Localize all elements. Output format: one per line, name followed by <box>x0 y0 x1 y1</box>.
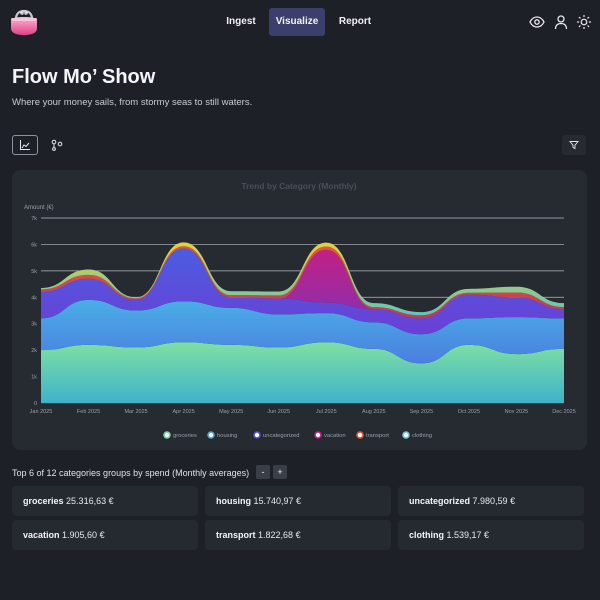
legend-label[interactable]: transport <box>366 433 389 439</box>
y-tick-label: 2k <box>31 348 37 354</box>
tab-ingest[interactable]: Ingest <box>226 16 256 27</box>
x-tick-label: Jun 2025 <box>267 409 290 415</box>
stat-card-transport: transport 1.822,68 € <box>205 520 391 550</box>
filter-icon <box>569 141 579 150</box>
x-tick-label: Oct 2025 <box>458 409 480 415</box>
increase-count-button[interactable]: + <box>273 465 287 479</box>
stat-name: groceries <box>23 496 64 506</box>
decrease-count-button[interactable]: - <box>256 465 270 479</box>
x-tick-label: Jul 2025 <box>316 409 337 415</box>
x-tick-label: Feb 2025 <box>77 409 100 415</box>
x-tick-label: May 2025 <box>219 409 243 415</box>
area-series-housing <box>41 299 564 364</box>
area-chart-view-button[interactable] <box>12 135 38 155</box>
tab-visualize[interactable]: Visualize <box>269 8 325 36</box>
top-nav: Ingest Visualize Report <box>0 0 600 44</box>
legend-label[interactable]: vacation <box>324 433 346 439</box>
page-subtitle: Where your money sails, from stormy seas… <box>12 97 253 108</box>
legend-swatch <box>253 431 261 439</box>
sun-icon[interactable] <box>576 14 592 30</box>
stat-value: 7.980,59 € <box>472 496 516 506</box>
stat-value: 25.316,63 € <box>66 496 114 506</box>
x-tick-label: Mar 2025 <box>124 409 147 415</box>
chart-title: Trend by Category (Monthly) <box>241 181 356 191</box>
legend-label[interactable]: clothing <box>412 433 432 439</box>
stat-name: housing <box>216 496 251 506</box>
x-tick-label: Aug 2025 <box>362 409 386 415</box>
coin-purse-icon[interactable] <box>8 8 40 38</box>
y-tick-label: 1k <box>31 375 37 381</box>
y-tick-label: 4k <box>31 295 37 301</box>
stat-card-vacation: vacation 1.905,60 € <box>12 520 198 550</box>
x-tick-label: Apr 2025 <box>172 409 194 415</box>
stat-name: clothing <box>409 530 444 540</box>
legend-swatch <box>402 431 410 439</box>
legend-label[interactable]: uncategorized <box>263 433 299 439</box>
summary-text: Top 6 of 12 categories groups by spend (… <box>12 468 250 478</box>
chart-card: Trend by Category (Monthly) Amount (€) 0… <box>12 170 587 450</box>
x-tick-label: Sep 2025 <box>410 409 434 415</box>
y-tick-label: 5k <box>31 269 37 275</box>
stat-name: uncategorized <box>409 496 471 506</box>
filter-button[interactable] <box>562 135 586 155</box>
area-series-vacation <box>41 248 564 319</box>
x-tick-label: Jan 2025 <box>30 409 53 415</box>
user-icon[interactable] <box>553 14 569 30</box>
area-series-uncategorized <box>41 248 564 335</box>
x-tick-label: Nov 2025 <box>505 409 529 415</box>
y-axis-label: Amount (€) <box>24 205 54 211</box>
stat-name: vacation <box>23 530 60 540</box>
y-tick-label: 3k <box>31 322 37 328</box>
trend-area-chart: Trend by Category (Monthly) Amount (€) 0… <box>24 181 576 439</box>
eye-icon[interactable] <box>529 14 545 30</box>
area-series-groceries <box>41 342 564 403</box>
area-chart-icon <box>20 140 30 150</box>
stat-value: 1.905,60 € <box>62 530 105 540</box>
legend-swatch <box>163 431 171 439</box>
stat-value: 15.740,97 € <box>253 496 302 506</box>
stat-card-uncategorized: uncategorized 7.980,59 € <box>398 486 584 516</box>
stat-card-clothing: clothing 1.539,17 € <box>398 520 584 550</box>
legend-swatch <box>356 431 364 439</box>
stat-card-groceries: groceries 25.316,63 € <box>12 486 198 516</box>
legend-label[interactable]: housing <box>217 433 237 439</box>
y-tick-label: 6k <box>31 242 37 248</box>
stat-value: 1.539,17 € <box>446 530 490 540</box>
stat-value: 1.822,68 € <box>258 530 301 540</box>
x-tick-label: Dec 2025 <box>552 409 576 415</box>
legend-label[interactable]: groceries <box>173 433 197 439</box>
y-tick-label: 7k <box>31 216 37 222</box>
stat-name: transport <box>216 530 256 540</box>
stat-card-housing: housing 15.740,97 € <box>205 486 391 516</box>
sankey-view-button[interactable] <box>44 135 70 155</box>
page-title: Flow Mo’ Show <box>12 66 156 88</box>
y-tick-label: 0 <box>34 401 37 407</box>
legend-swatch <box>207 431 215 439</box>
tab-report[interactable]: Report <box>338 16 372 27</box>
legend-swatch <box>314 431 322 439</box>
sankey-flow-icon <box>51 139 63 151</box>
